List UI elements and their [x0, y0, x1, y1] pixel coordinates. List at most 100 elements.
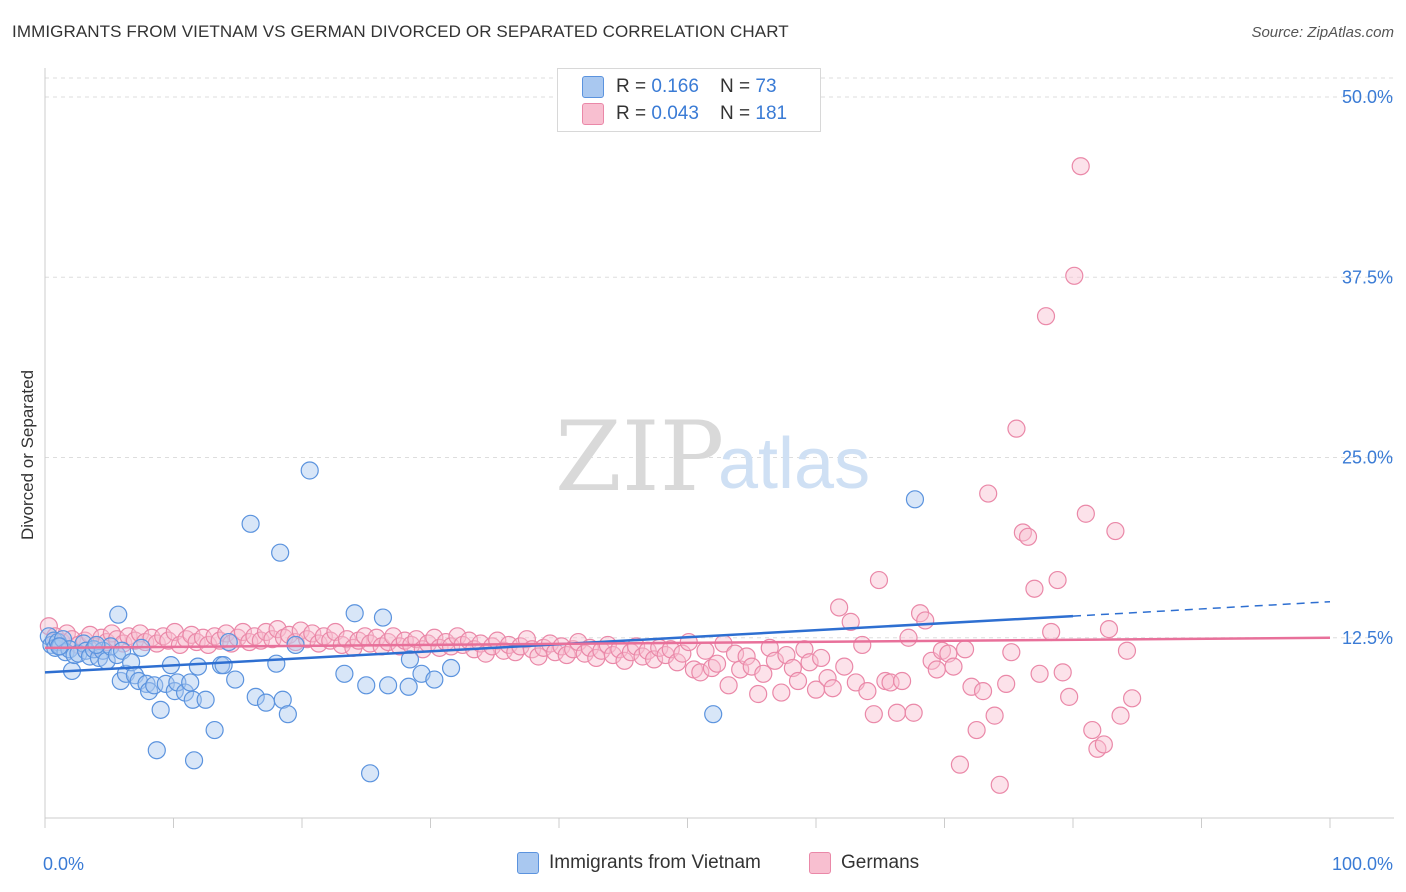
- germans-point: [210, 631, 229, 650]
- source-label: Source: ZipAtlas.com: [1251, 24, 1394, 41]
- bottom-legend-germans: Germans: [809, 852, 919, 874]
- germans-point: [673, 644, 692, 663]
- vietnam-point: [241, 514, 260, 533]
- vietnam-point: [378, 676, 398, 695]
- vietnam-point: [50, 637, 69, 656]
- vietnam-point: [214, 656, 233, 675]
- vietnam-point: [147, 741, 166, 760]
- germans-point: [950, 755, 970, 774]
- vietnam-point: [256, 693, 276, 712]
- germans-point: [881, 673, 900, 692]
- germans-point: [772, 683, 791, 702]
- germans-point: [1083, 720, 1102, 740]
- germans-point: [633, 647, 652, 666]
- germans-point: [668, 653, 687, 672]
- bottom-legend-label: Immigrants from Vietnam: [549, 852, 761, 873]
- vietnam-point: [205, 720, 224, 740]
- germans-point: [835, 657, 854, 676]
- vietnam-point: [271, 543, 290, 562]
- vietnam-point: [188, 657, 208, 676]
- germans-point: [927, 660, 946, 679]
- chart-title: IMMIGRANTS FROM VIETNAM VS GERMAN DIVORC…: [12, 22, 789, 41]
- legend-n-label: N =: [720, 103, 756, 124]
- germans-point: [737, 647, 756, 666]
- germans-point: [916, 611, 935, 630]
- germans-point: [1036, 307, 1056, 326]
- vietnam-point: [168, 673, 187, 692]
- germans-point: [904, 703, 923, 722]
- germans-point: [39, 617, 58, 636]
- legend-r-label: R =: [616, 103, 652, 124]
- vietnam-point: [704, 705, 723, 724]
- germans-point: [1042, 622, 1061, 642]
- watermark-zip: ZIP: [555, 401, 724, 513]
- germans-point: [691, 663, 710, 682]
- germans-point: [853, 635, 872, 655]
- bottom-legend-vietnam: Immigrants from Vietnam: [517, 852, 761, 874]
- legend-text-germans: R = 0.043 N = 181: [616, 103, 787, 125]
- germans-trend-line: [44, 636, 1331, 650]
- vietnam-point: [399, 677, 418, 696]
- vietnam-point: [137, 674, 156, 693]
- germans-point: [1117, 641, 1137, 660]
- germans-point: [529, 647, 548, 666]
- y-tick-label: 37.5%: [1342, 267, 1393, 287]
- germans-point: [887, 703, 907, 722]
- x-tick-labels: 0.0% 100.0%: [43, 854, 1393, 874]
- vietnam-point: [181, 673, 200, 692]
- vietnam-point: [145, 676, 164, 695]
- germans-point: [1071, 157, 1090, 176]
- y-tick-label: 50.0%: [1342, 87, 1393, 107]
- x-tick-label: 100.0%: [1332, 854, 1393, 874]
- vietnam-point: [425, 670, 444, 689]
- germans-point: [749, 684, 768, 704]
- vietnam-point: [373, 608, 393, 627]
- vietnam-points: [39, 461, 925, 783]
- axes: [44, 68, 1394, 828]
- vietnam-point: [357, 676, 376, 695]
- bottom-swatch-blue: [517, 852, 539, 874]
- vietnam-point: [335, 664, 354, 683]
- germans-point: [892, 671, 912, 691]
- vietnam-point: [361, 764, 380, 783]
- trend-lines: [44, 600, 1331, 674]
- germans-point: [841, 612, 860, 631]
- germans-point: [979, 484, 998, 503]
- germans-point: [644, 650, 664, 669]
- vietnam-point: [400, 650, 420, 669]
- vietnam-point: [87, 635, 106, 655]
- germans-point: [1123, 689, 1142, 708]
- bottom-legend-label: Germans: [841, 852, 920, 873]
- germans-point: [707, 654, 727, 673]
- germans-point: [899, 628, 918, 647]
- legend-n-value: 73: [755, 76, 777, 97]
- legend-n-value: 181: [755, 103, 788, 124]
- germans-point: [425, 628, 444, 647]
- germans-point: [1111, 706, 1130, 725]
- germans-point: [1018, 527, 1038, 546]
- legend-r-value: 0.166: [651, 76, 699, 97]
- germans-point: [973, 682, 993, 701]
- legend-swatch-pink: [582, 103, 604, 125]
- germans-point: [997, 674, 1016, 693]
- legend-n-label: N =: [720, 76, 756, 97]
- germans-point: [788, 671, 808, 691]
- vietnam-point: [905, 490, 925, 509]
- legend-text-vietnam: R = 0.166 N = 73: [616, 76, 777, 98]
- germans-point: [1099, 619, 1119, 639]
- vietnam-point: [441, 658, 461, 678]
- germans-point: [967, 720, 986, 740]
- germans-point: [390, 637, 409, 656]
- germans-point: [1048, 570, 1067, 590]
- germans-point: [742, 657, 761, 676]
- vietnam-point: [151, 700, 170, 719]
- germans-point: [765, 651, 784, 670]
- germans-point: [800, 653, 819, 672]
- germans-point: [263, 630, 282, 649]
- y-tick-labels: 12.5% 25.0% 37.5% 50.0%: [1342, 87, 1393, 648]
- vietnam-point: [184, 751, 204, 770]
- vietnam-point: [300, 461, 319, 480]
- correlation-legend: R = 0.166 N = 73 R = 0.043 N = 181: [557, 68, 821, 132]
- bottom-swatch-pink: [809, 852, 831, 874]
